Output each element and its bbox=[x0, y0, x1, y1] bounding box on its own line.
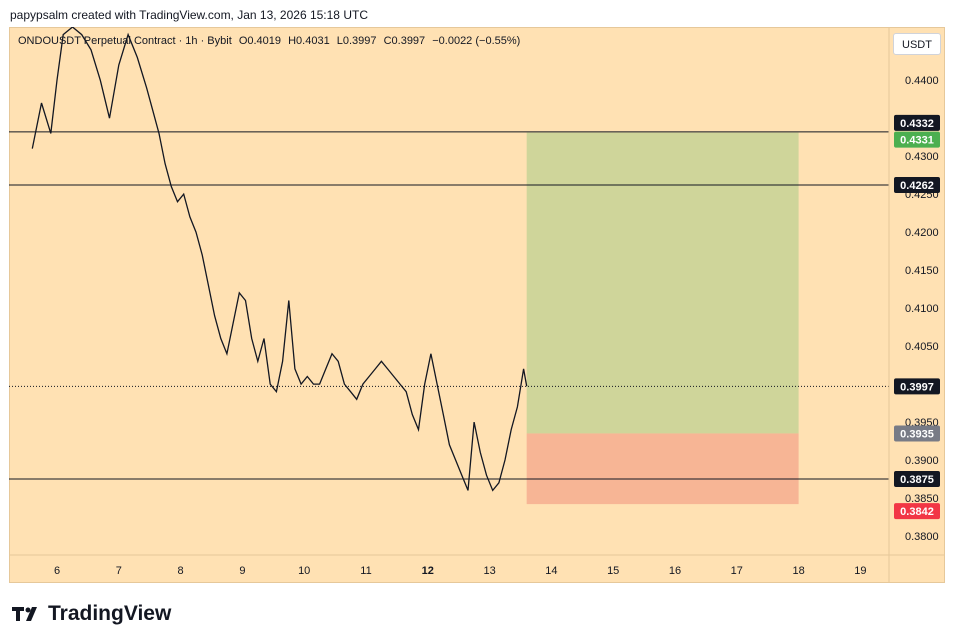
x-tick-label: 11 bbox=[360, 565, 371, 577]
price-label-entry: 0.3935 bbox=[894, 425, 940, 442]
stop-zone bbox=[526, 433, 799, 505]
ohlc-high: H0.4031 bbox=[288, 35, 330, 47]
price-chart[interactable]: 0.44000.43000.42500.42000.41500.41000.40… bbox=[9, 27, 945, 583]
currency-button[interactable]: USDT bbox=[893, 33, 941, 55]
price-label-target: 0.4331 bbox=[894, 131, 940, 148]
price-label-line: 0.4262 bbox=[894, 177, 940, 194]
y-tick-label: 0.3900 bbox=[905, 455, 939, 467]
y-tick-label: 0.4400 bbox=[905, 75, 939, 87]
x-tick-label: 7 bbox=[116, 565, 122, 577]
x-tick-label: 17 bbox=[731, 565, 743, 577]
price-label-box bbox=[894, 503, 940, 520]
x-tick-label: 10 bbox=[298, 565, 310, 577]
y-tick-label: 0.4150 bbox=[905, 265, 939, 277]
price-label-box bbox=[894, 114, 940, 131]
x-tick-label: 6 bbox=[54, 565, 60, 577]
x-tick-label: 9 bbox=[239, 565, 245, 577]
symbol-name[interactable]: ONDOUSDT Perpetual Contract · 1h · Bybit bbox=[18, 35, 232, 47]
tradingview-brand[interactable]: TradingView bbox=[12, 602, 171, 626]
tradingview-wordmark: TradingView bbox=[48, 602, 172, 625]
x-tick-label: 13 bbox=[483, 565, 495, 577]
y-tick-label: 0.4200 bbox=[905, 227, 939, 239]
attribution-text: papypsalm created with TradingView.com, … bbox=[10, 8, 368, 22]
price-label-last: 0.3997 bbox=[894, 378, 940, 395]
price-label-line: 0.4332 bbox=[894, 114, 940, 131]
price-label-stop: 0.3842 bbox=[894, 503, 940, 520]
price-label-text: 0.4262 bbox=[900, 180, 934, 192]
price-label-text: 0.3997 bbox=[900, 381, 934, 393]
price-label-box bbox=[894, 378, 940, 395]
price-label-box bbox=[894, 131, 940, 148]
price-label-line: 0.3875 bbox=[894, 471, 940, 488]
profit-zone bbox=[526, 132, 799, 434]
x-tick-label: 14 bbox=[545, 565, 557, 577]
price-label-text: 0.4331 bbox=[900, 135, 934, 147]
y-tick-label: 0.4100 bbox=[905, 303, 939, 315]
x-tick-label: 8 bbox=[178, 565, 184, 577]
x-tick-label: 16 bbox=[669, 565, 681, 577]
x-tick-label: 12 bbox=[422, 565, 434, 577]
ohlc-close: C0.3997 bbox=[383, 35, 426, 47]
price-label-text: 0.3842 bbox=[900, 506, 934, 518]
y-tick-label: 0.3800 bbox=[905, 531, 939, 543]
y-tick-label: 0.4300 bbox=[905, 151, 939, 163]
price-label-box bbox=[894, 177, 940, 194]
price-label-box bbox=[894, 471, 940, 488]
price-change: −0.0022 (−0.55%) bbox=[432, 35, 521, 47]
tradingview-logo-icon bbox=[12, 607, 37, 621]
x-tick-label: 19 bbox=[854, 565, 866, 577]
price-label-text: 0.3875 bbox=[900, 474, 934, 486]
y-tick-label: 0.3850 bbox=[905, 493, 939, 505]
price-label-text: 0.4332 bbox=[900, 118, 934, 130]
price-label-text: 0.3935 bbox=[900, 428, 934, 440]
symbol-info-bar: ONDOUSDT Perpetual Contract · 1h · Bybit… bbox=[18, 35, 524, 47]
ohlc-open: O0.4019 bbox=[238, 35, 282, 47]
price-label-box bbox=[894, 425, 940, 442]
price-series-line bbox=[31, 27, 528, 492]
y-tick-label: 0.4050 bbox=[905, 341, 939, 353]
ohlc-low: L0.3997 bbox=[336, 35, 377, 47]
x-tick-label: 18 bbox=[792, 565, 804, 577]
x-tick-label: 15 bbox=[607, 565, 619, 577]
